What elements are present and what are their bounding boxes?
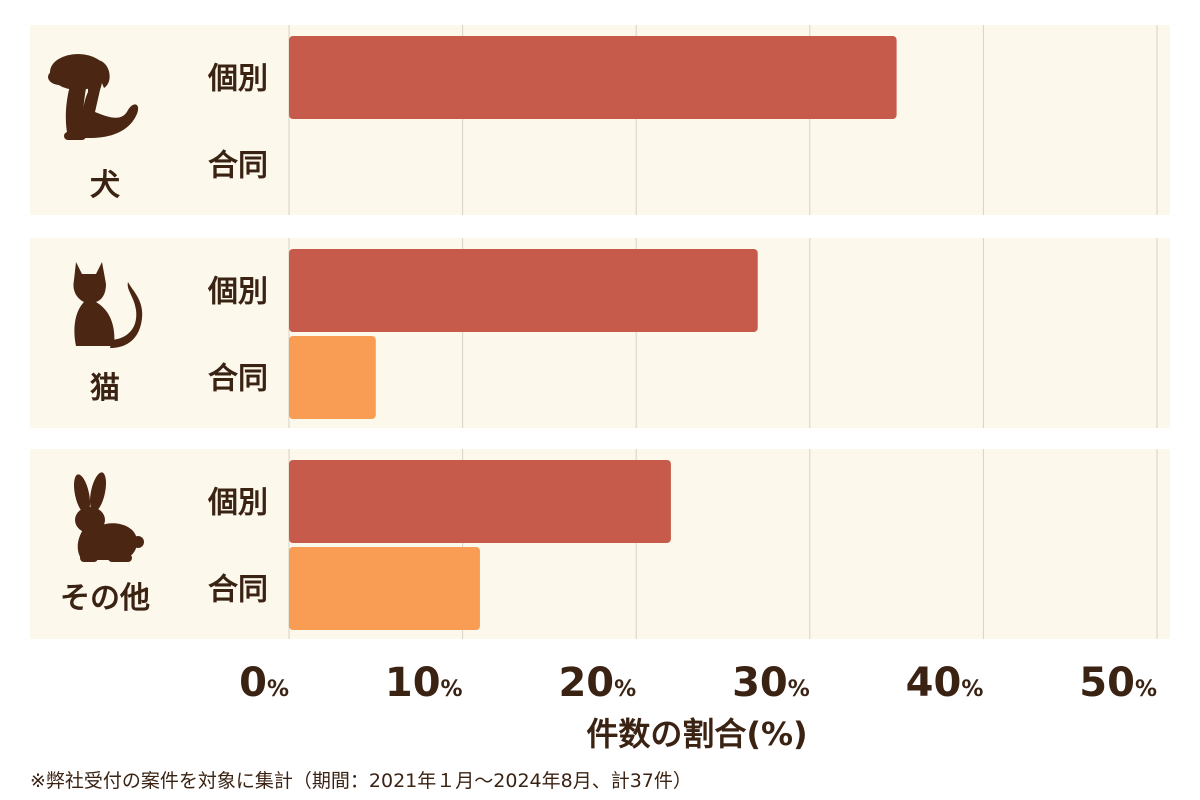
bar-category-label: 合同 bbox=[208, 573, 268, 608]
bar bbox=[289, 547, 480, 630]
bar-category-label: 合同 bbox=[208, 149, 268, 184]
bar-category-label: 個別 bbox=[207, 62, 268, 97]
tick-label: 40% bbox=[906, 660, 984, 706]
bar-category-label: 合同 bbox=[208, 362, 268, 397]
group-label: 猫 bbox=[90, 371, 120, 406]
bar bbox=[289, 460, 671, 543]
footnote: ※弊社受付の案件を対象に集計（期間：2021年１月〜2024年8月、計37件） bbox=[30, 770, 692, 792]
tick-label: 30% bbox=[732, 660, 810, 706]
bar-category-label: 個別 bbox=[207, 486, 268, 521]
tick-label: 10% bbox=[385, 660, 463, 706]
bar bbox=[289, 336, 376, 419]
bar bbox=[289, 36, 897, 119]
tick-label: 20% bbox=[558, 660, 636, 706]
rabbit-icon bbox=[73, 472, 144, 562]
dog-icon bbox=[48, 54, 139, 140]
bar-category-label: 個別 bbox=[207, 275, 268, 310]
group-label: その他 bbox=[60, 581, 150, 616]
x-axis-title: 件数の割合(%) bbox=[586, 715, 807, 753]
tick-label: 50% bbox=[1079, 660, 1157, 706]
cat-icon bbox=[73, 262, 143, 348]
tick-label: 0% bbox=[239, 660, 289, 706]
group-label: 犬 bbox=[90, 168, 120, 203]
bar bbox=[289, 249, 758, 332]
